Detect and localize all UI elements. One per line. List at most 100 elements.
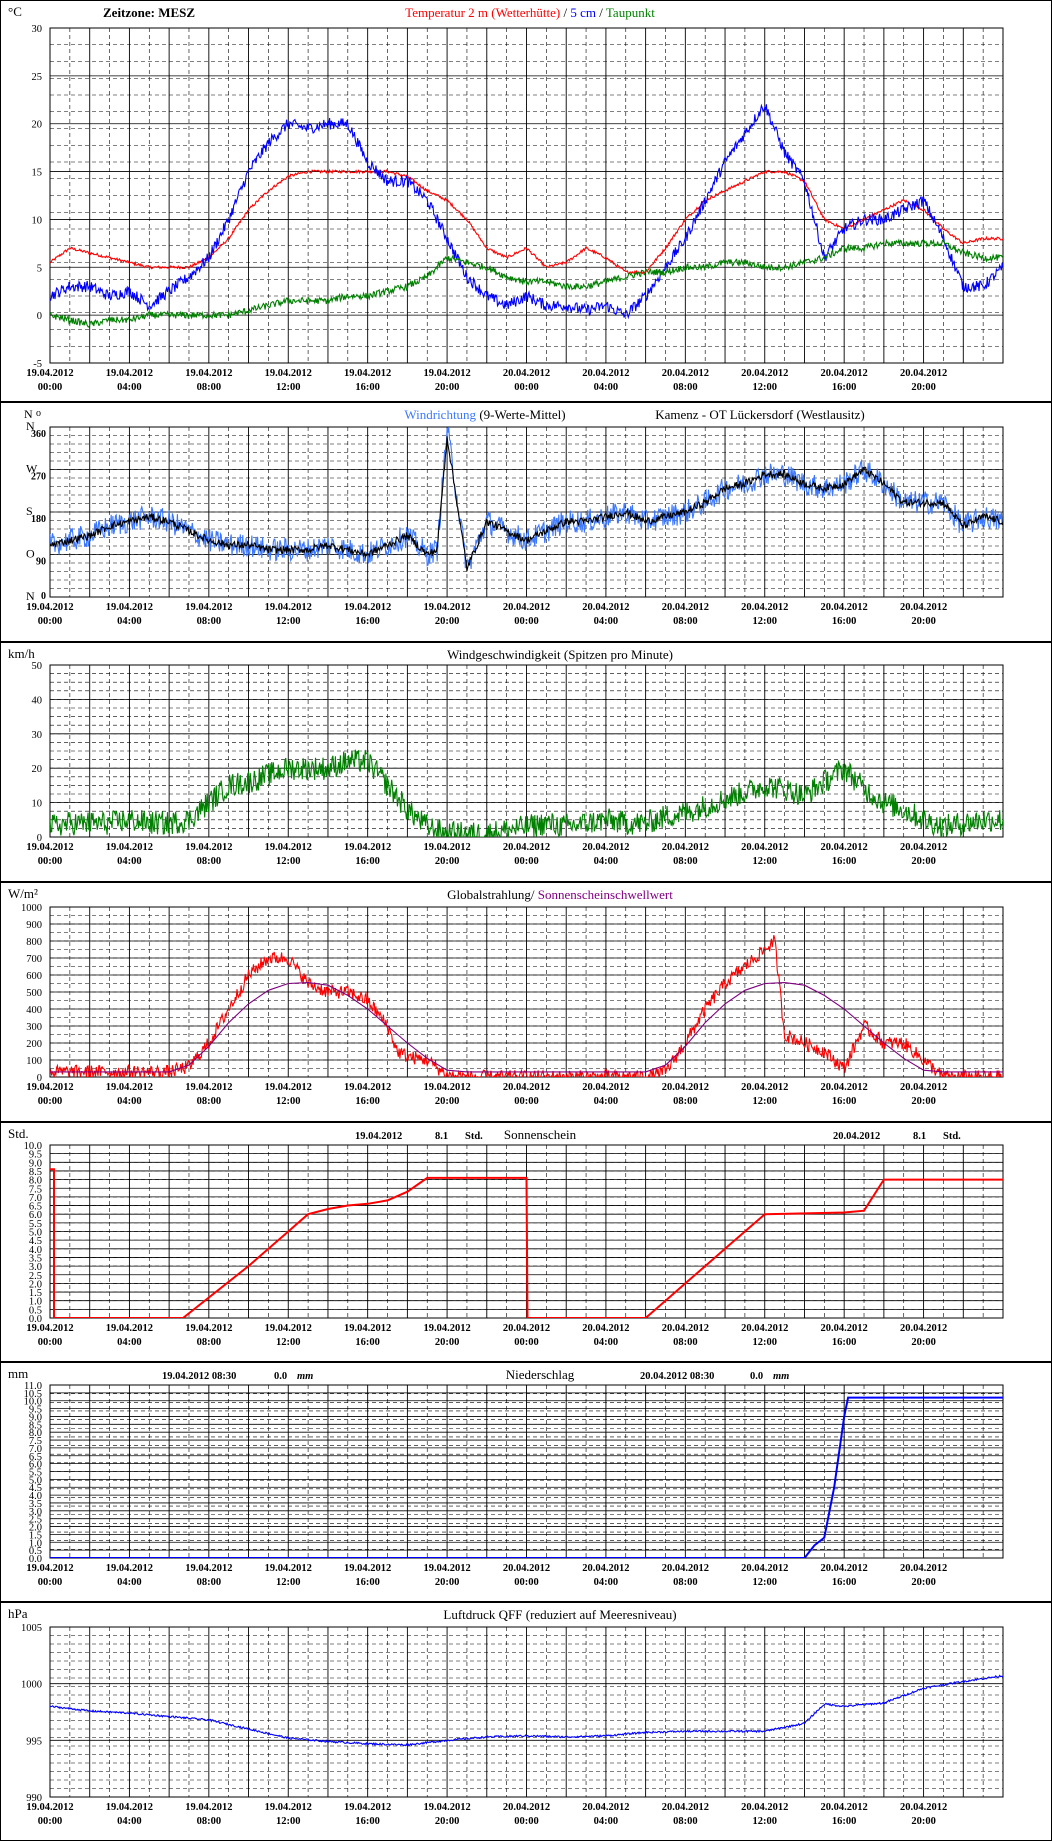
header-title-part: Sonnenscheinschwellwert	[535, 887, 674, 902]
chart-temperature: -5 0 5 10 15 20 25 30 °C 19.04.2012 00:00 19.04.201…	[8, 4, 1004, 393]
x-tick-time: 00:00	[514, 382, 539, 393]
x-tick-time: 08:00	[197, 1096, 222, 1107]
y-tick-label: 300	[26, 1022, 42, 1033]
series-line-taupunkt	[50, 238, 1003, 328]
x-tick-date: 19.04.2012	[26, 1082, 73, 1093]
x-tick-date: 20.04.2012	[821, 368, 868, 379]
y-tick-label: 5.0	[29, 1228, 42, 1239]
x-tick-time: 12:00	[753, 1096, 778, 1107]
x-tick-date: 20.04.2012	[900, 1323, 947, 1334]
x-tick-time: 00:00	[38, 1577, 63, 1588]
x-tick-date: 19.04.2012	[26, 602, 73, 613]
x-tick-date: 20.04.2012	[582, 1563, 629, 1574]
x-tick-date: 20.04.2012	[900, 368, 947, 379]
x-tick-time: 00:00	[514, 1816, 539, 1827]
y-tick-label: 5	[37, 263, 42, 274]
x-tick-time: 12:00	[276, 856, 301, 867]
compass-label: N	[26, 419, 35, 433]
series-line-niederschlag	[50, 1396, 1003, 1558]
y-tick-label: 2.5	[29, 1271, 42, 1282]
x-tick-time: 16:00	[355, 1577, 380, 1588]
x-tick-date: 19.04.2012	[106, 1082, 153, 1093]
y-tick-label: 0.5	[29, 1546, 42, 1557]
day2-unit: Std.	[943, 1131, 961, 1142]
x-tick-time: 08:00	[197, 1577, 222, 1588]
header-title: Niederschlag	[506, 1367, 575, 1382]
x-tick-date: 19.04.2012	[185, 842, 232, 853]
x-tick-time: 16:00	[355, 856, 380, 867]
series-line-globalstrahlung	[50, 935, 1003, 1077]
y-tick-label: 8.5	[29, 1167, 42, 1178]
header-title: Windgeschwindigkeit (Spitzen pro Minute)	[447, 647, 673, 662]
day2-date: 20.04.2012 08:30	[640, 1371, 714, 1382]
y-tick-label: 900	[26, 920, 42, 931]
x-tick-time: 04:00	[117, 1577, 142, 1588]
y-tick-label: 7.5	[29, 1436, 42, 1447]
x-tick-date: 20.04.2012	[821, 1563, 868, 1574]
x-tick-time: 08:00	[673, 616, 698, 627]
x-tick-time: 16:00	[832, 1337, 857, 1348]
x-tick-time: 12:00	[753, 616, 778, 627]
y-tick-label: 1000	[21, 903, 42, 914]
y-tick-label: 6.0	[29, 1210, 42, 1221]
x-tick-date: 19.04.2012	[423, 1082, 470, 1093]
header-title-part: (9-Werte-Mittel)	[476, 407, 566, 422]
x-tick-time: 00:00	[38, 1816, 63, 1827]
x-tick-date: 20.04.2012	[582, 842, 629, 853]
y-tick-label: 40	[32, 695, 43, 706]
day2-date: 20.04.2012	[833, 1131, 880, 1142]
y-tick-label: 8.5	[29, 1420, 42, 1431]
x-tick-time: 16:00	[832, 1577, 857, 1588]
x-tick-date: 19.04.2012	[26, 1802, 73, 1813]
x-tick-date: 20.04.2012	[821, 1323, 868, 1334]
y-axis-unit: mm	[8, 1366, 28, 1381]
y-tick-label: 11.0	[24, 1381, 42, 1392]
y-tick-label: 4.5	[29, 1483, 42, 1494]
header-left: Zeitzone: MESZ	[103, 5, 195, 20]
y-tick-label: 6.0	[29, 1460, 42, 1471]
x-tick-time: 00:00	[38, 382, 63, 393]
x-tick-date: 20.04.2012	[582, 602, 629, 613]
degree-marker: o	[36, 408, 41, 419]
x-tick-time: 04:00	[117, 1816, 142, 1827]
chart-precipitation: 0.00.51.01.52.02.53.03.54.04.55.05.56.06…	[0, 1361, 1052, 1588]
x-tick-date: 20.04.2012	[741, 368, 788, 379]
x-tick-date: 19.04.2012	[344, 842, 391, 853]
x-tick-time: 00:00	[514, 616, 539, 627]
x-tick-time: 04:00	[594, 1577, 619, 1588]
series-line-windgeschwindigkeit	[50, 749, 1003, 837]
x-tick-date: 19.04.2012	[344, 1082, 391, 1093]
x-tick-date: 20.04.2012	[741, 842, 788, 853]
x-tick-time: 16:00	[832, 1096, 857, 1107]
x-tick-date: 20.04.2012	[741, 1802, 788, 1813]
y-tick-label: 8.0	[29, 1428, 42, 1439]
y-tick-label: 15	[32, 168, 43, 179]
x-tick-date: 20.04.2012	[741, 1563, 788, 1574]
x-tick-date: 19.04.2012	[26, 1563, 73, 1574]
header-title-part: Taupunkt	[606, 5, 655, 20]
compass-label: O	[26, 547, 35, 561]
x-tick-date: 20.04.2012	[503, 1802, 550, 1813]
header-title-part: 5 cm	[570, 5, 596, 20]
header-right: Kamenz - OT Lückersdorf (Westlausitz)	[655, 407, 865, 422]
x-tick-date: 19.04.2012	[106, 1323, 153, 1334]
header-title-part: Sonnenschein	[504, 1127, 577, 1142]
y-tick-label: 100	[26, 1056, 42, 1067]
x-tick-date: 20.04.2012	[582, 1082, 629, 1093]
x-tick-date: 20.04.2012	[900, 1563, 947, 1574]
x-tick-date: 20.04.2012	[821, 1802, 868, 1813]
y-tick-label: 360	[31, 429, 46, 440]
x-tick-date: 19.04.2012	[423, 1563, 470, 1574]
x-tick-date: 19.04.2012	[26, 1323, 73, 1334]
x-tick-time: 20:00	[911, 1096, 936, 1107]
x-tick-date: 20.04.2012	[821, 1082, 868, 1093]
y-tick-label: 8.0	[29, 1176, 42, 1187]
y-tick-label: 30	[32, 730, 43, 741]
y-tick-label: 25	[32, 72, 43, 83]
x-tick-date: 20.04.2012	[900, 602, 947, 613]
y-tick-label: 7.0	[29, 1193, 42, 1204]
x-tick-time: 08:00	[197, 1337, 222, 1348]
compass-label: W	[26, 462, 38, 476]
